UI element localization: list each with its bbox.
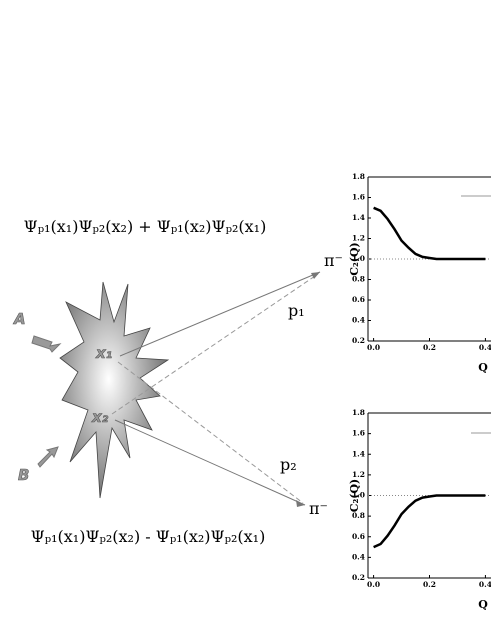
x-tick-label: 0.4	[479, 343, 491, 352]
pion-label: π⁻	[309, 499, 328, 518]
momentum-label: p₂	[280, 455, 297, 474]
path-line	[111, 273, 319, 415]
x-tick-label: 0.0	[367, 580, 380, 589]
y-tick-label: 0.2	[352, 573, 365, 582]
y-tick-label: 1.2	[352, 234, 365, 243]
y-tick-label: 1.8	[352, 408, 365, 417]
x-tick-label: 0.2	[423, 343, 436, 352]
x-axis-label: Q	[478, 598, 488, 611]
curve	[373, 206, 486, 261]
y-tick-label: 1.4	[352, 213, 365, 222]
y-tick-label: 0.6	[352, 532, 365, 541]
y-tick-label: 1.4	[352, 449, 365, 458]
curve	[373, 494, 486, 549]
beam-arrow-b	[37, 446, 59, 468]
beam-label: A	[13, 310, 26, 328]
y-tick-label: 1.0	[352, 254, 365, 263]
collision-star	[59, 281, 170, 499]
x-tick-label: 0.2	[423, 580, 436, 589]
y-tick-label: 0.2	[352, 336, 365, 345]
x-tick-label: 0.4	[479, 580, 491, 589]
y-tick-label: 1.2	[352, 470, 365, 479]
arrow-head	[296, 500, 305, 507]
y-tick-label: 0.8	[352, 511, 365, 520]
y-tick-label: 1.6	[352, 429, 365, 438]
path-line	[119, 271, 321, 357]
path-line	[114, 419, 306, 506]
y-tick-label: 0.4	[352, 552, 365, 561]
momentum-label: p₁	[288, 301, 305, 320]
y-axis-label: C₂(Q)	[348, 242, 361, 276]
x-axis-label: Q	[478, 361, 488, 374]
pion-label: π⁻	[324, 251, 343, 270]
y-axis-label: C₂(Q)	[348, 479, 361, 513]
beam-label: B	[18, 466, 29, 484]
arrow-head	[311, 272, 320, 279]
x-tick-label: 0.0	[367, 343, 380, 352]
formula-bottom: Ψₚ₁(x₁)Ψₚ₂(x₂) - Ψₚ₁(x₂)Ψₚ₂(x₁)	[31, 527, 266, 546]
point-label: x₂	[91, 408, 109, 426]
y-tick-label: 0.6	[352, 295, 365, 304]
formula-top: Ψₚ₁(x₁)Ψₚ₂(x₂) + Ψₚ₁(x₂)Ψₚ₂(x₁)	[24, 217, 267, 236]
y-tick-label: 0.8	[352, 275, 365, 284]
y-tick-label: 1.0	[352, 491, 365, 500]
y-tick-label: 1.6	[352, 193, 365, 202]
y-tick-label: 1.8	[352, 172, 365, 181]
point-label: x₁	[95, 344, 112, 362]
y-tick-label: 0.4	[352, 316, 365, 325]
path-line	[117, 361, 304, 504]
beam-arrow-a	[31, 335, 62, 353]
